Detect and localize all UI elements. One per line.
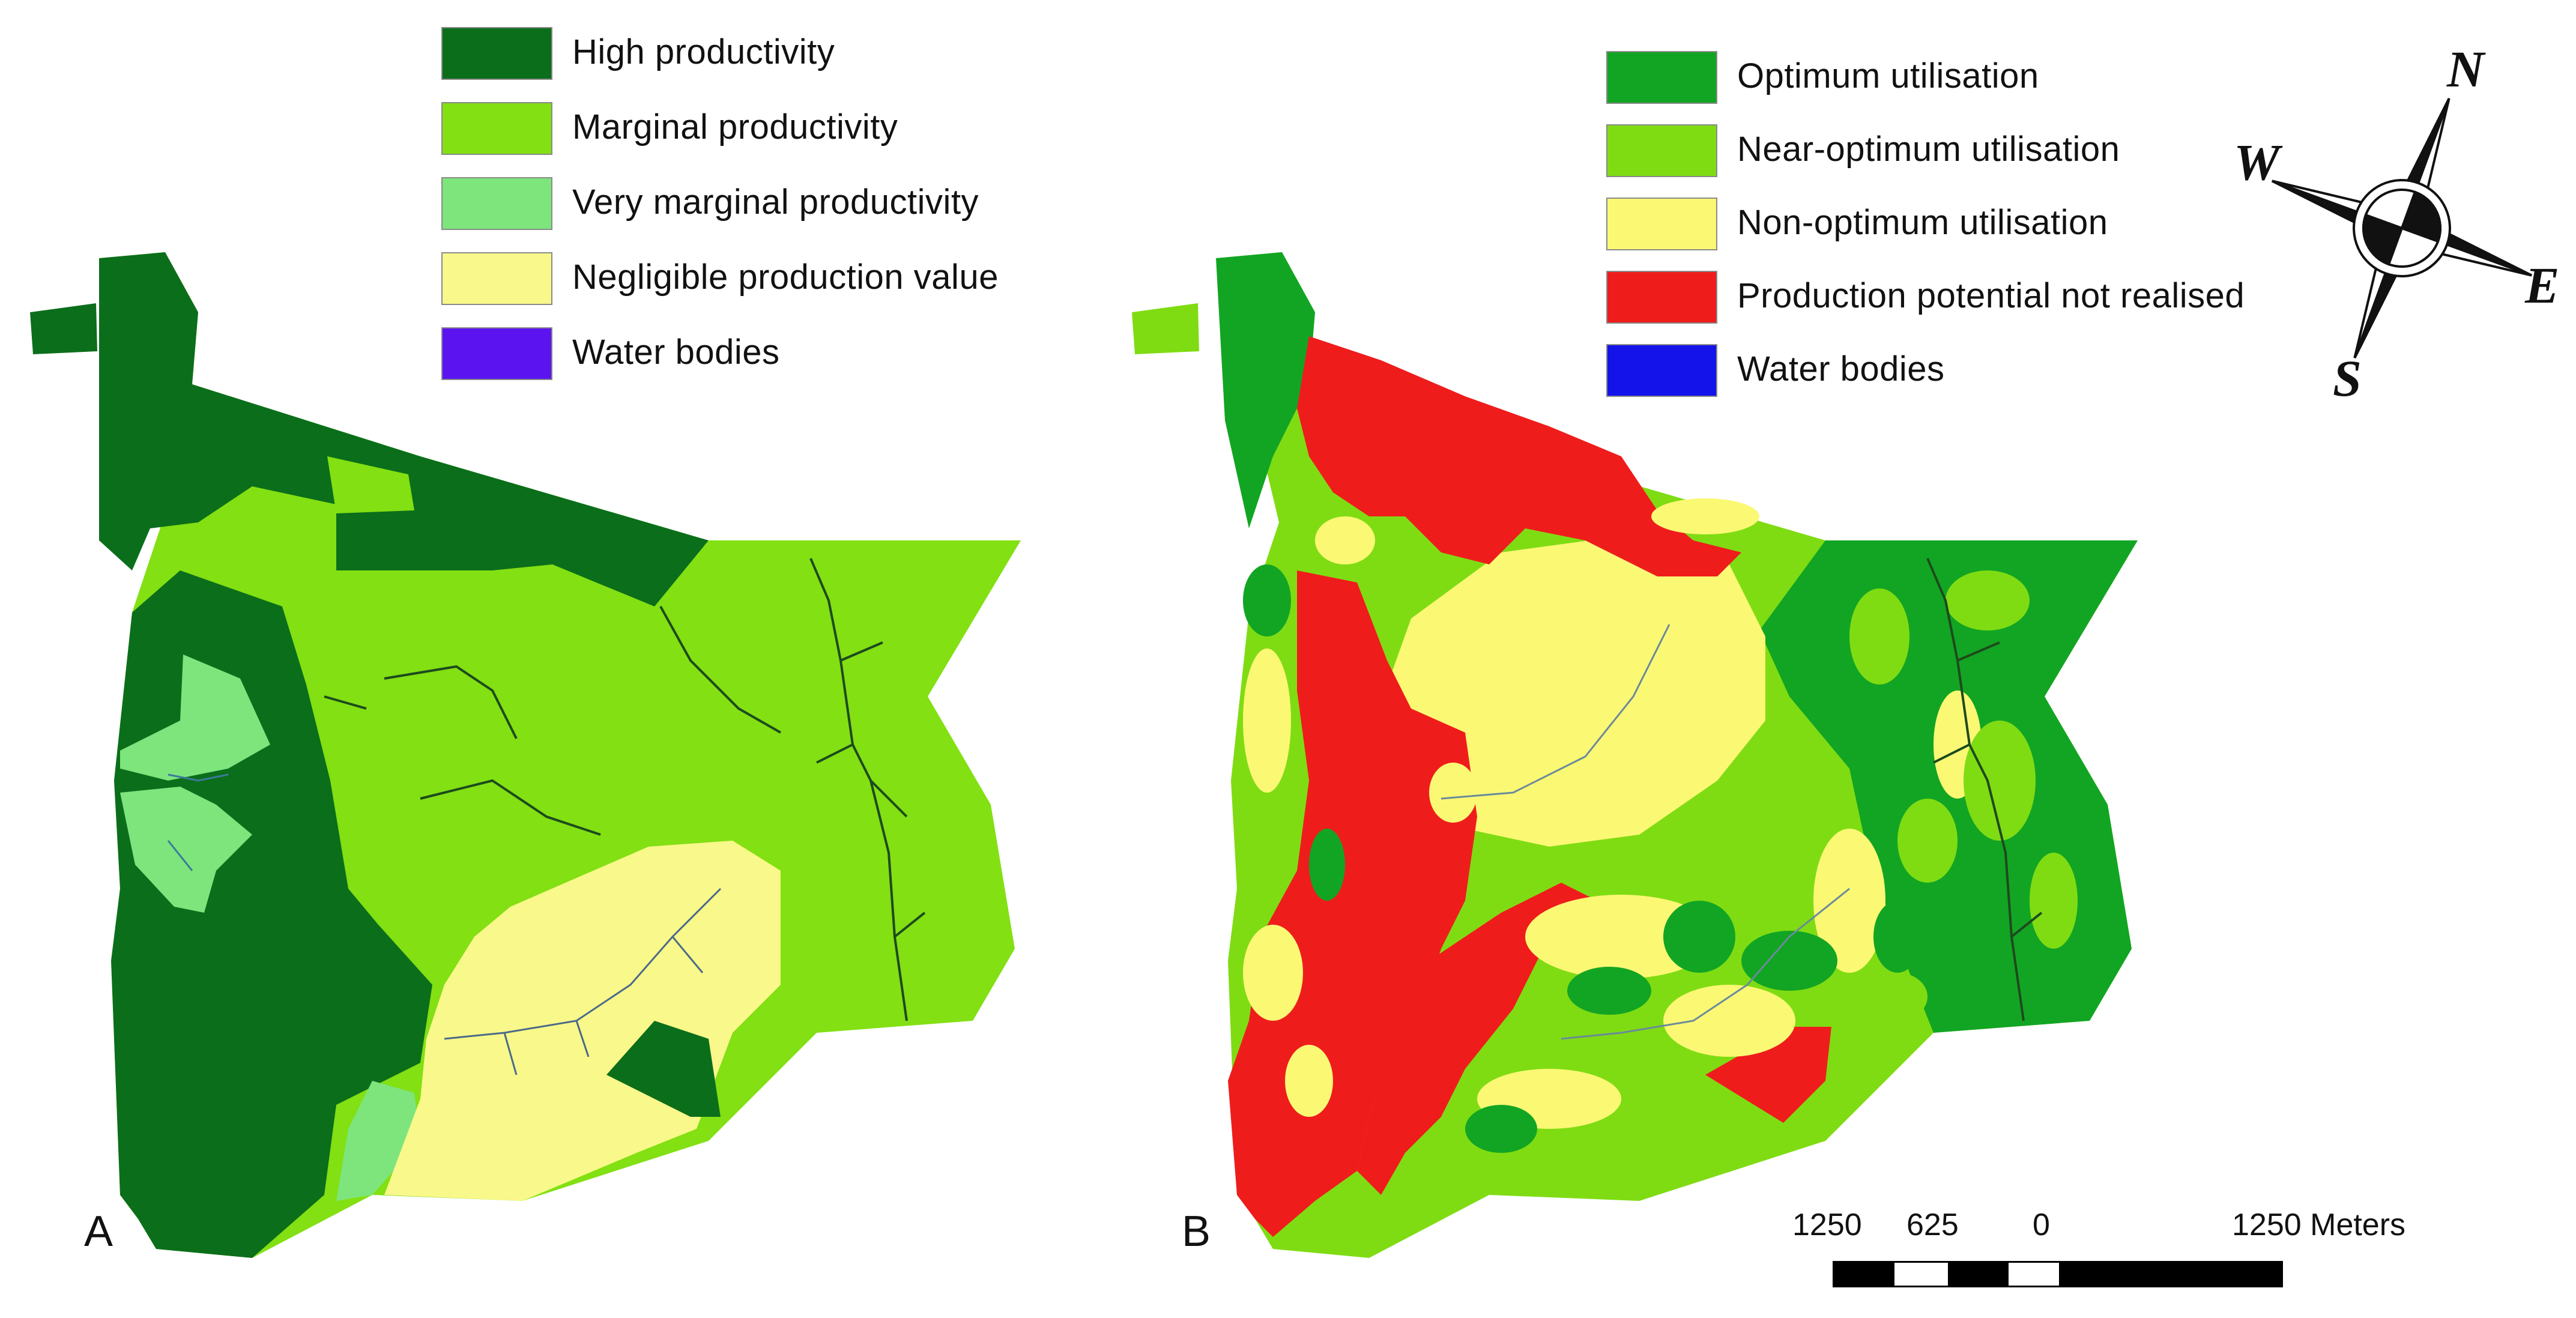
- legend-item-negligible-production: Negligible production value: [441, 252, 1102, 306]
- scale-segment: [1833, 1261, 1893, 1287]
- legend-swatch: [1606, 124, 1717, 177]
- legend-label: Production potential not realised: [1737, 276, 2245, 315]
- zone-optimum-northwest: [1216, 252, 1315, 528]
- zone-marginal-notch: [327, 456, 414, 513]
- zone-very-marginal-south: [336, 1081, 420, 1201]
- scale-segment: [2061, 1261, 2283, 1287]
- legend-item-water-bodies: Water bodies: [1606, 344, 2267, 398]
- legend-label: Marginal productivity: [572, 107, 898, 147]
- legend-item-very-marginal-productivity: Very marginal productivity: [441, 177, 1102, 231]
- legend-item-not-realised: Production potential not realised: [1606, 271, 2267, 325]
- legend-label: Water bodies: [1737, 349, 1945, 388]
- streams-negligible: [444, 887, 722, 1075]
- legend-swatch: [441, 102, 552, 155]
- legend-swatch: [1606, 344, 1717, 397]
- map-panel-b: Optimum utilisation Near-optimum utilisa…: [1129, 0, 2576, 1318]
- legend-item-marginal-productivity: Marginal productivity: [441, 102, 1102, 156]
- legend-swatch: [441, 27, 552, 80]
- streams-b: [1441, 624, 1850, 1040]
- zone-parcel-left: [1132, 303, 1199, 354]
- scale-segment: [1893, 1261, 1950, 1287]
- panel-letter-b: B: [1182, 1208, 1211, 1256]
- scale-bar: 1250 625 0 1250 Meters: [1777, 1207, 2474, 1297]
- legend-item-non-optimum-utilisation: Non-optimum utilisation: [1606, 198, 2267, 252]
- scale-label-0: 0: [2033, 1208, 2050, 1242]
- zone-high-productivity-patch: [606, 1021, 721, 1117]
- scale-label-1250-meters: 1250 Meters: [2232, 1208, 2406, 1242]
- legend-label: Non-optimum utilisation: [1737, 203, 2108, 242]
- legend-label: Very marginal productivity: [572, 183, 979, 222]
- compass-east-label: E: [2525, 256, 2560, 314]
- legend-label: Near-optimum utilisation: [1737, 130, 2120, 169]
- legend-label: High productivity: [572, 32, 835, 71]
- legend-label: Water bodies: [572, 333, 780, 372]
- compass-south-label: S: [2333, 349, 2362, 407]
- scale-segment: [2007, 1261, 2061, 1287]
- mottled-non-optimum: [1243, 498, 1982, 1129]
- legend-swatch: [1606, 271, 1717, 324]
- scale-label-1250: 1250: [1792, 1208, 1862, 1242]
- legend-swatch: [441, 252, 552, 305]
- productivity-map: [30, 252, 1021, 1258]
- zone-high-productivity-north: [99, 252, 709, 606]
- utilisation-map: [1132, 252, 2138, 1258]
- mottled-near-optimum: [1849, 570, 2078, 1021]
- legend-swatch: [1606, 51, 1717, 104]
- streams-very-marginal: [167, 773, 229, 871]
- legend-swatch: [441, 177, 552, 230]
- mottled-optimum: [1243, 564, 1921, 1153]
- scale-label-625: 625: [1906, 1208, 1959, 1242]
- compass-west-label: W: [2234, 133, 2280, 191]
- compass-rose-icon: [2271, 97, 2533, 359]
- zone-very-marginal-mid: [120, 787, 252, 913]
- legend-item-optimum-utilisation: Optimum utilisation: [1606, 51, 2267, 105]
- compass-north-label: N: [2447, 40, 2485, 98]
- zone-very-marginal-north: [120, 654, 270, 781]
- zone-not-realised-south: [1357, 883, 1597, 1195]
- legend-item-high-productivity: High productivity: [441, 27, 1102, 81]
- drainage-lines: [324, 558, 926, 1021]
- legend-label: Optimum utilisation: [1737, 56, 2039, 95]
- legend-item-near-optimum-utilisation: Near-optimum utilisation: [1606, 124, 2267, 178]
- drainage-lines-b: [1926, 558, 2043, 1021]
- zone-non-optimum-central: [1381, 534, 1765, 847]
- legend-item-water-bodies: Water bodies: [441, 327, 1102, 381]
- legend-swatch: [1606, 198, 1717, 250]
- zone-not-realised-east: [1705, 1027, 1831, 1123]
- panel-letter-a: A: [84, 1208, 113, 1256]
- north-arrow-compass: N E S W: [2222, 36, 2576, 408]
- scale-segment: [1950, 1261, 2007, 1287]
- zone-not-realised-north: [1297, 336, 1741, 576]
- legend-label: Negligible production value: [572, 258, 999, 297]
- map-panel-a: High productivity Marginal productivity …: [30, 27, 1102, 1258]
- legend-swatch: [441, 327, 552, 380]
- zone-high-productivity-parcel: [30, 303, 97, 354]
